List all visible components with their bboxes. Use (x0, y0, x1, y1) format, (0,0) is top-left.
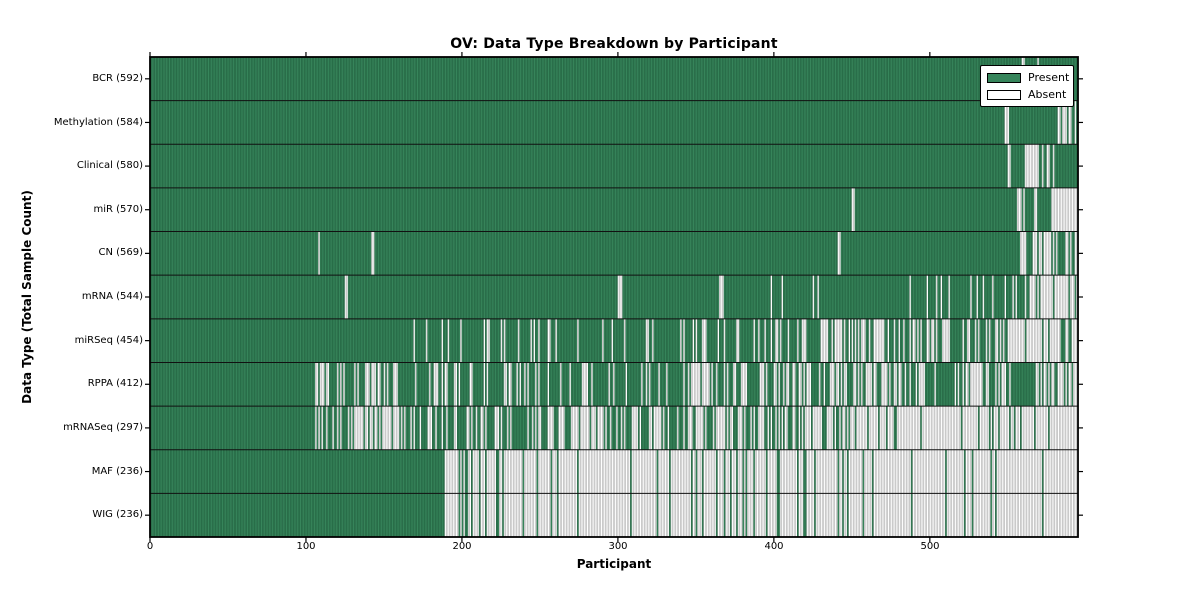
row-label-mirseq: miRSeq (454) (74, 335, 143, 346)
chart-title: OV: Data Type Breakdown by Participant (450, 36, 778, 52)
row-label-mrna: mRNA (544) (81, 291, 143, 302)
absent-swatch-icon (987, 89, 1021, 100)
x-tick-100: 100 (296, 541, 316, 552)
x-tick-200: 200 (452, 541, 472, 552)
legend: Present Absent (980, 65, 1074, 107)
presence-matrix-plot (140, 50, 1090, 545)
legend-entry-absent: Absent (987, 86, 1067, 103)
legend-entry-present: Present (987, 69, 1070, 86)
row-label-wig: WIG (236) (92, 509, 143, 520)
row-label-mrnaseq: mRNASeq (297) (63, 422, 143, 433)
y-axis-label: Data Type (Total Sample Count) (20, 190, 34, 404)
row-label-maf: MAF (236) (91, 466, 143, 477)
legend-absent-label: Absent (1028, 88, 1067, 101)
x-tick-0: 0 (146, 541, 154, 552)
x-tick-500: 500 (920, 541, 940, 552)
row-label-cn: CN (569) (98, 247, 143, 258)
row-label-clinical: Clinical (580) (76, 160, 143, 171)
legend-present-label: Present (1028, 71, 1070, 84)
row-label-rppa: RPPA (412) (87, 378, 143, 389)
x-axis-label: Participant (576, 557, 652, 571)
row-label-mir: miR (570) (93, 204, 143, 215)
row-label-bcr: BCR (592) (92, 73, 143, 84)
x-tick-400: 400 (764, 541, 784, 552)
present-swatch-icon (987, 72, 1021, 83)
row-label-methylation: Methylation (584) (53, 117, 143, 128)
x-tick-300: 300 (608, 541, 628, 552)
